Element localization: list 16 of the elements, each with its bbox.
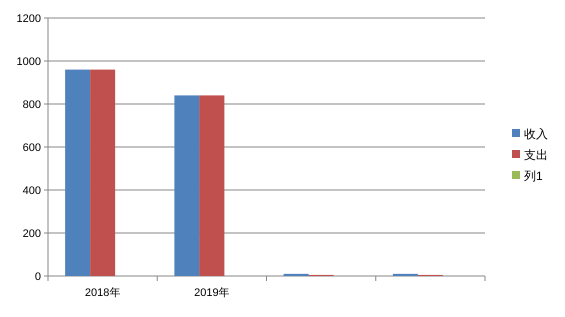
legend-label: 收入 bbox=[524, 127, 548, 141]
y-tick-label: 400 bbox=[22, 185, 41, 197]
y-tick-label: 0 bbox=[34, 271, 41, 283]
bar bbox=[65, 70, 90, 276]
y-tick-label: 200 bbox=[22, 228, 41, 240]
x-tick-label: 2018年 bbox=[84, 287, 120, 299]
legend-label: 列1 bbox=[524, 169, 543, 183]
y-tick-label: 600 bbox=[22, 142, 41, 154]
y-tick-label: 800 bbox=[22, 99, 41, 111]
y-tick-label: 1000 bbox=[16, 56, 41, 68]
bar bbox=[174, 95, 200, 276]
legend-label: 支出 bbox=[524, 148, 548, 162]
y-tick-label: 1200 bbox=[16, 13, 41, 25]
x-tick-label: 2019年 bbox=[194, 287, 230, 299]
bar bbox=[199, 95, 224, 276]
bar bbox=[90, 70, 116, 276]
